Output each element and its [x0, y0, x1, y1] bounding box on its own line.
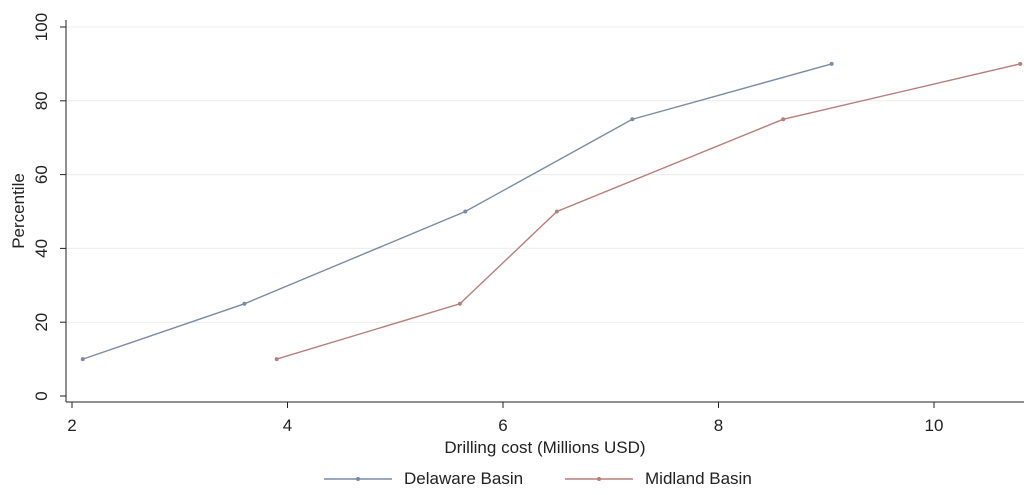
series-line-midland-basin [276, 63, 1021, 360]
data-point [463, 209, 468, 214]
y-tick-label: 0 [32, 391, 51, 400]
data-point [242, 301, 247, 306]
legend: Delaware Basin Midland Basin [324, 469, 752, 488]
legend-swatch-marker [597, 477, 601, 481]
y-tick-label: 60 [32, 165, 51, 184]
x-tick-label: 2 [67, 416, 76, 435]
x-tick-label: 6 [498, 416, 507, 435]
legend-label: Midland Basin [645, 469, 752, 488]
x-tick-label: 8 [714, 416, 723, 435]
x-tick-label: 4 [283, 416, 292, 435]
series-delaware-basin [80, 61, 834, 362]
data-point [457, 301, 462, 306]
legend-label: Delaware Basin [404, 469, 523, 488]
series-midland-basin [274, 61, 1023, 362]
legend-item-midland-basin: Midland Basin [565, 469, 752, 488]
y-axis-title: Percentile [9, 173, 28, 249]
x-axis-title: Drilling cost (Millions USD) [444, 438, 645, 457]
series-lines [80, 61, 1023, 362]
data-point [781, 117, 786, 122]
data-point [80, 357, 85, 362]
y-tick-label: 40 [32, 239, 51, 258]
y-tick-label: 20 [32, 313, 51, 332]
series-line-delaware-basin [82, 63, 832, 360]
axes [65, 20, 1024, 403]
data-point [554, 209, 559, 214]
data-point [274, 357, 279, 362]
y-axis-ticks: 0 20 40 60 80 100 [32, 13, 66, 401]
data-point [1018, 61, 1023, 66]
x-axis-ticks: 2 4 6 8 10 [67, 402, 943, 435]
y-tick-label: 100 [32, 13, 51, 41]
legend-swatch-marker [356, 477, 360, 481]
legend-item-delaware-basin: Delaware Basin [324, 469, 523, 488]
data-point [829, 61, 834, 66]
gridlines [66, 26, 1024, 323]
x-tick-label: 10 [925, 416, 944, 435]
y-tick-label: 80 [32, 91, 51, 110]
data-point [630, 117, 635, 122]
